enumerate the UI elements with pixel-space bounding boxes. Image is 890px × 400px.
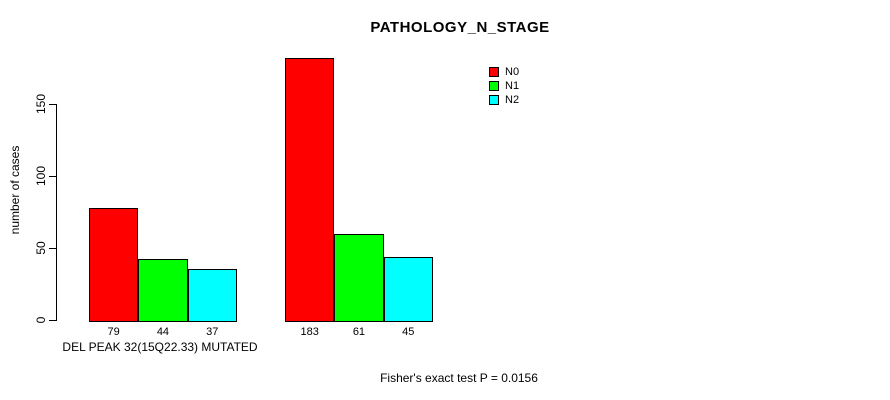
y-tick-label: 150 [34, 93, 48, 115]
bar-value-label: 44 [156, 326, 170, 338]
bar [334, 234, 384, 322]
annotation-text: Fisher's exact test P = 0.0156 [380, 371, 538, 385]
y-tick-mark [49, 320, 56, 321]
legend-swatch [489, 95, 499, 105]
bar-value-label: 79 [107, 326, 120, 338]
chart-title: PATHOLOGY_N_STAGE [370, 19, 550, 36]
bar [383, 257, 433, 322]
y-tick-label: 100 [34, 165, 48, 187]
bar-value-label: 61 [352, 326, 366, 338]
y-axis-line [56, 104, 57, 321]
legend-swatch [489, 67, 499, 77]
bar [285, 58, 335, 322]
y-tick-mark [49, 104, 56, 105]
legend-swatch [489, 81, 499, 91]
legend-label: N2 [505, 94, 520, 106]
bar [89, 208, 139, 322]
y-tick-label: 50 [34, 241, 48, 255]
bar [187, 268, 237, 322]
bar-value-label: 183 [300, 326, 319, 338]
bar-value-label: 45 [402, 326, 415, 338]
legend-label: N0 [505, 66, 520, 78]
y-axis-label: number of cases [8, 145, 22, 235]
y-tick-label: 0 [34, 316, 48, 324]
y-tick-mark [49, 248, 56, 249]
bar-value-label: 37 [206, 326, 219, 338]
bar [138, 258, 188, 322]
x-axis-label: DEL PEAK 32(15Q22.33) MUTATED [62, 340, 258, 354]
y-tick-mark [49, 176, 56, 177]
legend-label: N1 [505, 80, 520, 92]
